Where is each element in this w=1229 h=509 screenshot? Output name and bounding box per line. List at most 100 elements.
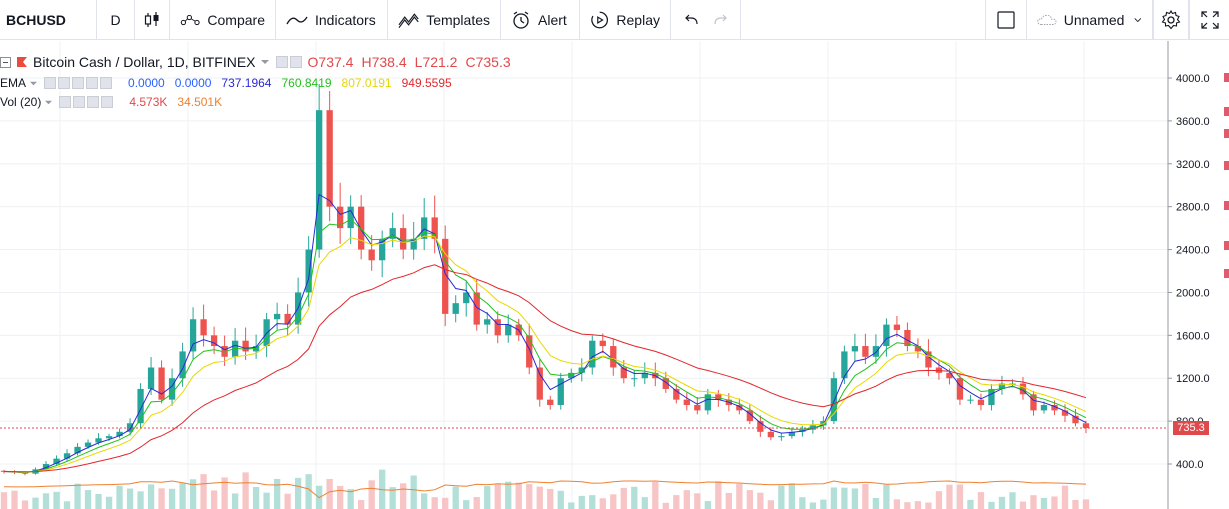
series-title[interactable]: Bitcoin Cash / Dollar, 1D, BITFINEX <box>33 54 256 70</box>
candle-body <box>536 367 543 400</box>
candle-body <box>998 383 1006 389</box>
candle-body <box>631 378 638 380</box>
undo-icon[interactable] <box>683 14 699 26</box>
series-menu-chevron-icon[interactable] <box>260 58 270 66</box>
candle-body <box>946 372 953 379</box>
ema-eye-icon[interactable] <box>44 77 57 89</box>
strip-marker <box>1224 73 1229 82</box>
square-icon <box>997 10 1015 29</box>
volume-bar <box>21 500 29 509</box>
compare-label: Compare <box>207 11 265 28</box>
chart-type-button[interactable] <box>135 0 170 40</box>
layout-name-button[interactable]: Unnamed <box>1027 0 1153 40</box>
volume-menu-chevron-icon[interactable] <box>44 99 53 106</box>
right-marker-strip <box>1216 41 1229 509</box>
volume-bar <box>189 479 197 509</box>
volume-bar <box>0 492 8 509</box>
visibility-eye-icon[interactable] <box>275 56 288 68</box>
ema-legend-buttons <box>44 77 113 89</box>
volume-eye-icon[interactable] <box>59 96 72 108</box>
ema-settings-icon[interactable] <box>58 77 71 89</box>
candle-body <box>715 394 722 400</box>
candle-body <box>683 399 690 406</box>
candle-body <box>1040 405 1048 411</box>
candle-body <box>1072 415 1079 424</box>
volume-bar <box>473 497 480 509</box>
volume-bar <box>294 477 302 509</box>
volume-bar <box>925 502 932 509</box>
volume-bar <box>914 501 922 509</box>
indicators-label: Indicators <box>315 11 376 28</box>
volume-bar <box>883 484 890 509</box>
candle-body <box>872 346 880 357</box>
volume-bar <box>1009 492 1016 509</box>
volume-bar <box>799 497 806 509</box>
volume-settings-icon[interactable] <box>73 96 86 108</box>
candle-body <box>568 372 575 379</box>
volume-bar <box>778 485 785 509</box>
candle-body <box>914 346 922 352</box>
candle-body <box>347 206 354 229</box>
series-settings-icon[interactable] <box>289 56 302 68</box>
volume-bar <box>105 496 113 509</box>
close-label: C <box>465 54 476 70</box>
ema-remove-icon[interactable] <box>100 77 113 89</box>
ema-value-3: 737.1964 <box>221 76 272 90</box>
strip-marker <box>1224 161 1229 170</box>
replay-button[interactable]: Replay <box>580 0 671 40</box>
fullscreen-button[interactable] <box>1189 0 1229 40</box>
volume-bar <box>126 488 134 509</box>
candle-body <box>116 431 123 437</box>
compare-button[interactable]: Compare <box>170 0 276 40</box>
interval-button[interactable]: D <box>97 0 135 40</box>
collapse-legend-icon[interactable] <box>0 56 11 68</box>
templates-button[interactable]: Templates <box>388 0 501 40</box>
candle-body <box>484 319 491 325</box>
candle-body <box>147 367 155 389</box>
volume-bar <box>242 472 249 509</box>
volume-bar <box>820 499 827 509</box>
volume-bar <box>998 496 1006 509</box>
candle-body <box>841 351 848 379</box>
select-layout-button[interactable] <box>985 0 1027 40</box>
main-series-legend: Bitcoin Cash / Dollar, 1D, BITFINEX O 737… <box>0 54 511 70</box>
candle-body <box>620 367 627 379</box>
volume-add-icon[interactable] <box>87 96 100 108</box>
undo-redo-group <box>671 0 741 40</box>
indicators-button[interactable]: Indicators <box>276 0 388 40</box>
candle-body <box>421 217 428 239</box>
redo-icon[interactable] <box>713 14 729 26</box>
symbol-search[interactable]: BCHUSD <box>0 0 97 40</box>
price-chart[interactable]: 4000.0 3600.0 3200.0 2800.0 2400.0 2000.0 1600… <box>0 41 1229 509</box>
candle-body <box>137 388 144 424</box>
low-label: L <box>414 54 423 70</box>
volume-label[interactable]: Vol (20) <box>0 95 42 109</box>
volume-bar <box>1082 499 1090 509</box>
chart-pane[interactable]: 4000.0 3600.0 3200.0 2800.0 2400.0 2000.0 1600… <box>0 41 1229 509</box>
candle-body <box>746 410 753 422</box>
candle-body <box>337 206 344 229</box>
price-tick-label: 4000.0 <box>1176 73 1210 85</box>
ema-menu-chevron-icon[interactable] <box>29 80 38 87</box>
settings-button[interactable] <box>1153 0 1189 40</box>
volume-bar <box>589 495 596 509</box>
candle-body <box>557 378 564 406</box>
candle-body <box>1082 423 1090 429</box>
candle-body <box>358 206 365 250</box>
ema-source-icon[interactable] <box>72 77 85 89</box>
ema-fast-line <box>3 193 1087 474</box>
candles-icon <box>144 11 159 27</box>
volume-bar <box>872 497 880 509</box>
volume-bar <box>273 478 281 509</box>
volume-bar <box>1051 496 1058 509</box>
volume-bar <box>95 493 102 509</box>
ema-mid-line <box>3 218 1087 474</box>
alert-button[interactable]: Alert <box>501 0 580 40</box>
volume-bar <box>830 487 838 509</box>
volume-remove-icon[interactable] <box>101 96 114 108</box>
ema-add-icon[interactable] <box>86 77 99 89</box>
gear-icon <box>1161 9 1181 29</box>
ema-label[interactable]: EMA <box>0 76 27 90</box>
volume-bar <box>662 502 669 509</box>
candle-body <box>231 340 239 357</box>
